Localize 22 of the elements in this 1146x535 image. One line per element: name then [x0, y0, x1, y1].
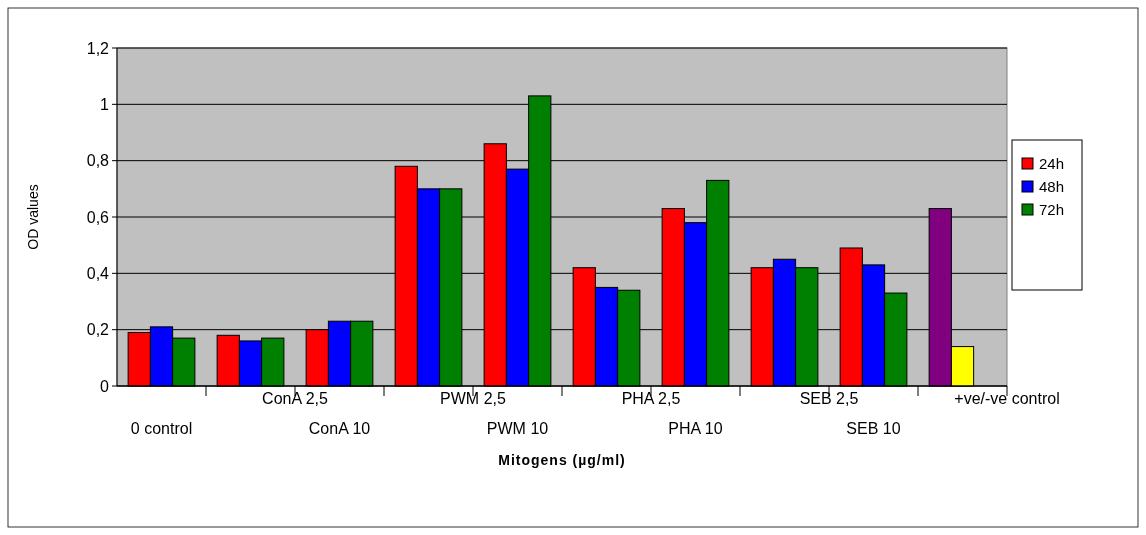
- x-tick-label: ConA 10: [308, 419, 371, 437]
- x-tick-label: PWM 10: [486, 419, 549, 437]
- y-tick-label: 0: [100, 377, 110, 395]
- x-tick-label: PHA 10: [668, 419, 723, 437]
- y-axis-title: OD values: [25, 184, 41, 250]
- x-tick-label: SEB 10: [846, 419, 901, 437]
- x-axis-title: Mitogens (µg/ml): [498, 452, 626, 468]
- x-tick-label: PWM 2,5: [440, 389, 506, 407]
- x-tick-label: PHA 2,5: [621, 389, 681, 407]
- y-tick-label: 1,2: [86, 39, 110, 57]
- y-tick-label: 0,8: [86, 152, 110, 170]
- legend-label: 24h: [1039, 155, 1065, 173]
- x-tick-label: ConA 2,5: [262, 389, 329, 407]
- y-tick-label: 0,2: [86, 321, 110, 339]
- y-tick-label: 1: [100, 95, 110, 113]
- x-tick-label: +ve/-ve control: [954, 389, 1060, 407]
- legend-label: 72h: [1039, 201, 1065, 219]
- legend-label: 48h: [1039, 178, 1065, 196]
- y-tick-label: 0,6: [86, 208, 110, 226]
- y-tick-label: 0,4: [86, 264, 110, 282]
- x-tick-label: 0 control: [130, 419, 193, 437]
- x-tick-label: SEB 2,5: [799, 389, 859, 407]
